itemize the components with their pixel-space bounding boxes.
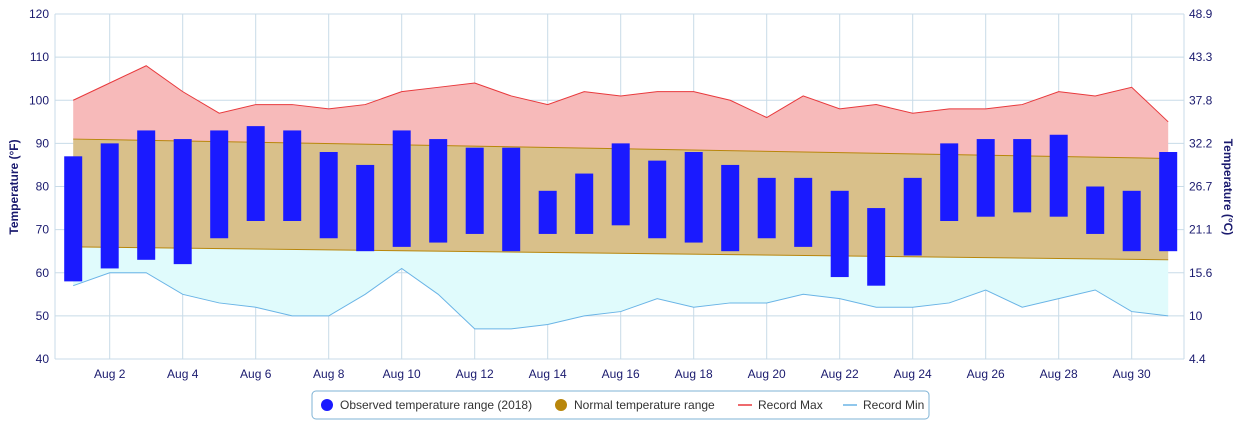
- observed-range-bar: [356, 164, 375, 252]
- observed-range-bar: [867, 208, 886, 286]
- legend-observed-marker: [321, 399, 333, 411]
- legend-record-min-label: Record Min: [863, 398, 924, 412]
- x-tick-label: Aug 24: [894, 367, 932, 381]
- x-tick-label: Aug 12: [456, 367, 494, 381]
- observed-range-bar: [246, 126, 265, 221]
- observed-range-bar: [757, 177, 776, 239]
- x-tick-label: Aug 2: [94, 367, 126, 381]
- record-max-line: [72, 65, 1169, 123]
- x-tick-label: Aug 4: [167, 367, 199, 381]
- observed-range-bar: [173, 139, 192, 265]
- observed-range-bar: [538, 190, 557, 234]
- observed-range-bar: [976, 139, 995, 217]
- observed-range-bars: [64, 126, 1178, 286]
- observed-range-bar: [1086, 186, 1105, 234]
- x-tick-label: Aug 16: [602, 367, 640, 381]
- legend-item-record-max[interactable]: Record Max: [738, 398, 823, 412]
- x-tick-label: Aug 6: [240, 367, 272, 381]
- y-tick-label-left: 60: [36, 266, 50, 280]
- y-tick-label-left: 120: [29, 7, 49, 21]
- observed-range-bar: [465, 147, 484, 234]
- y-tick-label-right: 32.2: [1189, 136, 1213, 150]
- y-tick-label-right: 15.6: [1189, 266, 1213, 280]
- legend-record-max-label: Record Max: [758, 398, 823, 412]
- x-tick-label: Aug 28: [1040, 367, 1078, 381]
- y-tick-label-left: 110: [30, 50, 49, 64]
- observed-range-bar: [1122, 190, 1141, 252]
- record-max-area: [73, 65, 1169, 159]
- observed-range-bar: [137, 130, 156, 260]
- observed-range-bar: [830, 190, 849, 278]
- observed-range-bar: [319, 152, 338, 239]
- observed-range-bar: [903, 177, 922, 256]
- observed-range-bar: [611, 143, 630, 226]
- y-axis-title-right: Temperature (°C): [1221, 139, 1235, 236]
- y-tick-label-left: 100: [29, 93, 49, 107]
- y-tick-label-right: 48.9: [1189, 7, 1213, 21]
- observed-range-bar: [648, 160, 667, 239]
- legend-normal-label: Normal temperature range: [574, 398, 715, 412]
- x-tick-label: Aug 22: [821, 367, 859, 381]
- y-tick-label-left: 70: [36, 223, 50, 237]
- legend-item-observed[interactable]: Observed temperature range (2018): [321, 398, 532, 412]
- record-min-area: [73, 246, 1169, 329]
- observed-range-bar: [429, 139, 448, 243]
- observed-range-bar: [684, 152, 703, 243]
- observed-range-bar: [575, 173, 594, 234]
- axes: 40 50 60 70 80 90 100 110 120 4.4 10 15.6 21.1 26.7 32…: [29, 7, 1213, 381]
- x-tick-label: Aug 18: [675, 367, 713, 381]
- legend-item-record-min[interactable]: Record Min: [843, 398, 924, 412]
- observed-range-bar: [1013, 139, 1032, 213]
- legend-box: [311, 390, 930, 420]
- observed-range-bar: [502, 147, 521, 252]
- y-tick-label-right: 10: [1189, 309, 1203, 323]
- x-tick-label: Aug 10: [383, 367, 421, 381]
- observed-range-bar: [100, 143, 119, 269]
- y-tick-label-left: 80: [36, 180, 50, 194]
- observed-range-bar: [794, 177, 813, 247]
- observed-range-bar: [283, 130, 302, 221]
- x-tick-label: Aug 30: [1113, 367, 1151, 381]
- y-tick-label-left: 40: [36, 352, 50, 366]
- y-tick-label-right: 26.7: [1189, 180, 1213, 194]
- y-tick-label-right: 4.4: [1189, 352, 1206, 366]
- y-tick-label-right: 21.1: [1189, 223, 1213, 237]
- record-min-line: [73, 267, 1169, 330]
- legend-observed-label: Observed temperature range (2018): [340, 398, 532, 412]
- normal-low-line: [73, 246, 1169, 261]
- observed-range-bar: [392, 130, 411, 247]
- x-tick-label: Aug 8: [313, 367, 345, 381]
- y-tick-label-right: 43.3: [1189, 50, 1213, 64]
- observed-range-bar: [1049, 134, 1068, 217]
- observed-range-bar: [721, 164, 740, 252]
- legend-item-normal[interactable]: Normal temperature range: [555, 398, 715, 412]
- observed-range-bar: [940, 143, 959, 221]
- legend-normal-marker: [555, 399, 567, 411]
- y-axis-title-left: Temperature (°F): [7, 139, 21, 234]
- y-tick-label-left: 90: [36, 136, 50, 150]
- legend: Observed temperature range (2018) Normal…: [311, 390, 930, 420]
- y-tick-label-left: 50: [36, 309, 50, 323]
- observed-range-bar: [210, 130, 229, 239]
- observed-range-bar: [64, 156, 83, 282]
- x-tick-label: Aug 20: [748, 367, 786, 381]
- observed-range-bar: [1159, 152, 1178, 252]
- y-tick-label-right: 37.8: [1189, 93, 1213, 107]
- x-tick-label: Aug 14: [529, 367, 567, 381]
- x-tick-label: Aug 26: [967, 367, 1005, 381]
